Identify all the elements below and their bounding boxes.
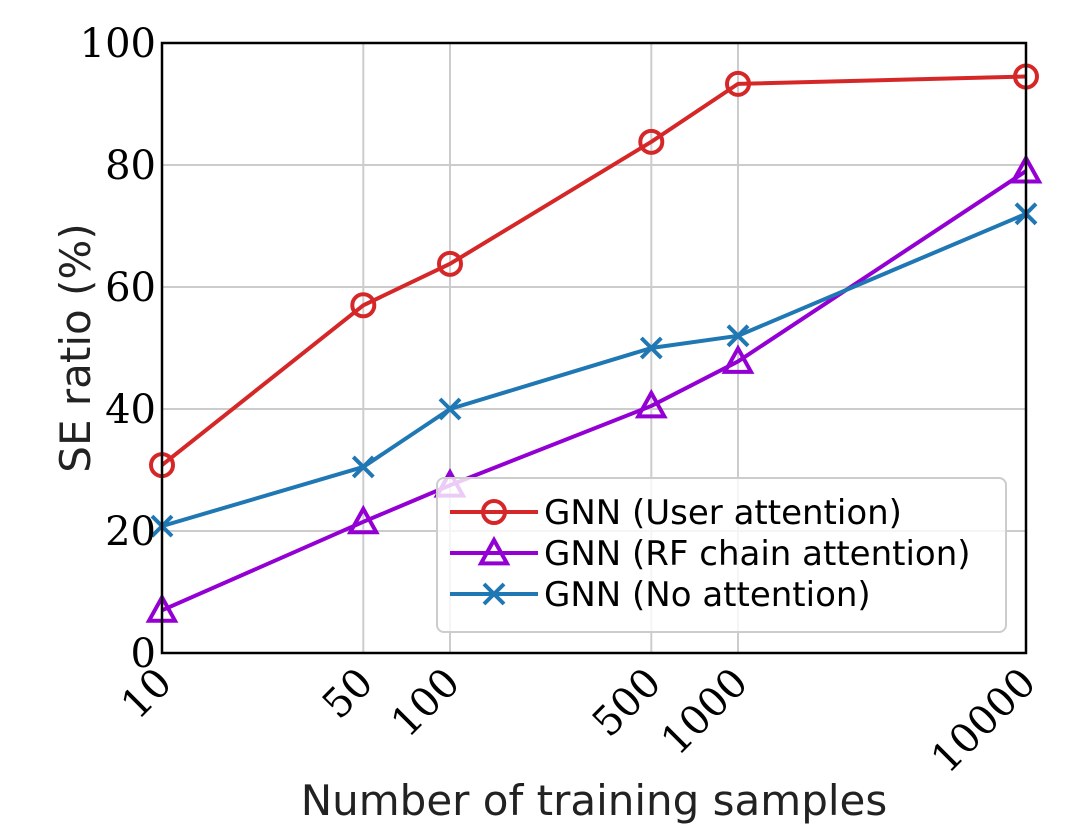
x-tick-label: 1000 xyxy=(653,660,758,765)
y-tick-label: 0 xyxy=(131,631,156,677)
data-point xyxy=(634,388,668,419)
legend-label: GNN (User attention) xyxy=(544,493,902,533)
data-point xyxy=(638,128,665,155)
legend-box xyxy=(436,477,1007,633)
series-line xyxy=(161,169,1028,613)
x-tick-label: 50 xyxy=(314,660,383,729)
data-point xyxy=(437,250,463,277)
data-point xyxy=(346,504,380,535)
legend: GNN (User attention)GNN (RF chain attent… xyxy=(436,477,1007,633)
data-point xyxy=(725,70,751,97)
series-line xyxy=(160,74,1027,467)
y-tick-labels: 0 20 40 60 80 100 xyxy=(80,21,156,677)
legend-entry: GNN (RF chain attention) xyxy=(450,534,971,574)
data-point xyxy=(351,455,375,479)
data-point xyxy=(438,397,462,421)
data-point xyxy=(639,336,663,360)
series-line xyxy=(161,211,1027,529)
y-tick-label: 100 xyxy=(80,21,156,67)
x-tick-label: 10 xyxy=(113,660,182,729)
legend-label: GNN (No attention) xyxy=(544,575,871,615)
legend-marker xyxy=(482,582,506,606)
x-axis-label: Number of training samples xyxy=(301,776,888,825)
y-axis-label: SE ratio (%) xyxy=(51,223,100,472)
legend-entry: GNN (User attention) xyxy=(450,493,902,533)
legend-marker xyxy=(481,499,507,525)
data-point xyxy=(721,344,755,374)
legend-entry: GNN (No attention) xyxy=(450,575,871,615)
x-tick-label: 10000 xyxy=(923,660,1046,783)
y-tick-label: 20 xyxy=(105,509,156,555)
legend-marker xyxy=(477,535,511,566)
x-tick-label: 100 xyxy=(383,660,470,747)
data-point xyxy=(726,324,750,348)
y-tick-label: 60 xyxy=(105,265,156,311)
series-1 xyxy=(149,63,1039,479)
plot-frame xyxy=(160,41,1028,655)
legend-label: GNN (RF chain attention) xyxy=(544,534,971,574)
data-point xyxy=(350,292,377,319)
y-tick-label: 40 xyxy=(105,387,156,433)
y-tick-label: 80 xyxy=(105,143,156,189)
